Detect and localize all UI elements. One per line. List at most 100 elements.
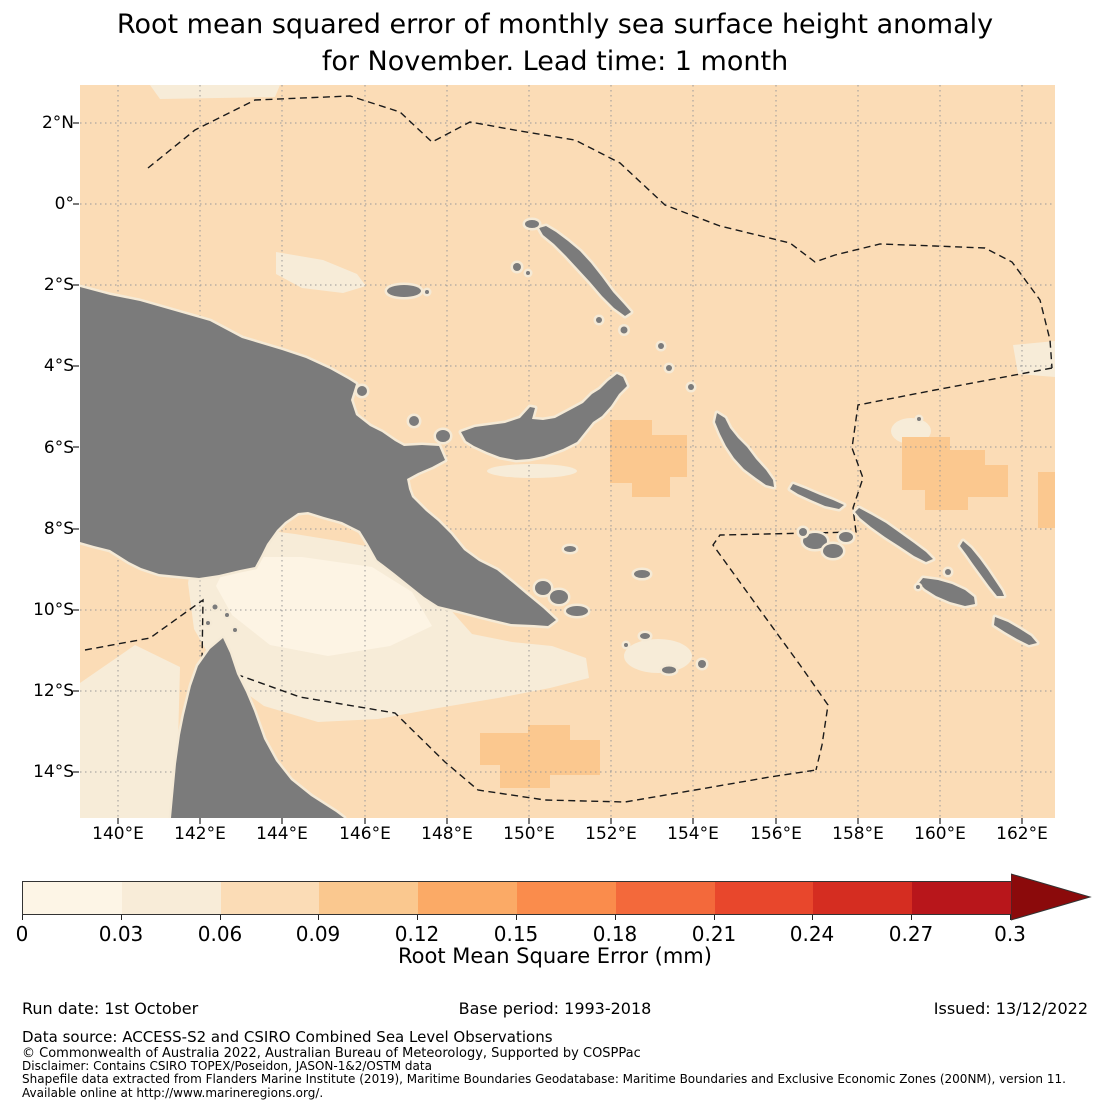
land-island xyxy=(914,414,924,424)
rmse-patch-low xyxy=(80,645,180,818)
eez-boundary-south xyxy=(84,598,817,803)
base-period-text: Base period: 1993-2018 xyxy=(458,999,652,1018)
land-karkar xyxy=(354,383,370,399)
rmse-patch-high xyxy=(610,420,687,497)
land-umboi xyxy=(433,427,453,445)
land-island xyxy=(621,640,631,650)
rmse-patch-low xyxy=(624,639,692,673)
lat-tick-label: 0° xyxy=(54,194,74,214)
lat-tick-label: 14°S xyxy=(33,762,74,782)
land-small-islands xyxy=(203,260,924,635)
land-island xyxy=(796,525,810,539)
rmse-patch-high xyxy=(902,437,1008,510)
lon-tick-label: 146°E xyxy=(339,824,391,844)
colorbar-segment xyxy=(121,882,221,914)
run-date-text: Run date: 1st October xyxy=(22,999,199,1018)
lat-tick-label: 2°S xyxy=(43,275,74,295)
copyright-text: © Commonwealth of Australia 2022, Austra… xyxy=(22,1046,641,1061)
land-island xyxy=(685,381,697,393)
axis-ticks xyxy=(73,122,1023,824)
colorbar xyxy=(22,881,1012,915)
lon-tick-label: 142°E xyxy=(174,824,226,844)
land-new-georgia-group xyxy=(796,525,856,561)
lon-tick-label: 148°E xyxy=(421,824,473,844)
colorbar-segment xyxy=(813,882,913,914)
rmse-patch-low xyxy=(150,85,280,99)
title-line-1: Root mean squared error of monthly sea s… xyxy=(116,9,994,40)
land-island xyxy=(820,541,846,561)
land-new-hanover xyxy=(522,217,542,231)
land-island xyxy=(210,602,220,612)
lat-tick-label: 10°S xyxy=(33,600,74,620)
rmse-patch-low xyxy=(487,464,577,478)
land-trobriand xyxy=(561,543,579,555)
colorbar-tick-label: 0.24 xyxy=(789,922,835,946)
colorbar-tick-label: 0.03 xyxy=(98,922,144,946)
colorbar-tick xyxy=(318,915,319,920)
eez-boundary-east xyxy=(712,367,1053,771)
disclaimer-text: Disclaimer: Contains CSIRO TOPEX/Poseido… xyxy=(22,1059,432,1073)
rmse-patches xyxy=(80,85,1055,818)
shapefile-text: Shapefile data extracted from Flanders M… xyxy=(22,1072,1066,1086)
colorbar-tick xyxy=(417,915,418,920)
land-island xyxy=(695,657,709,671)
land-makira xyxy=(991,614,1040,648)
colorbar-tick xyxy=(615,915,616,920)
land-island xyxy=(422,287,432,297)
land-guadalcanal xyxy=(916,575,978,609)
land-malaita xyxy=(957,538,1007,599)
colorbar-tick xyxy=(22,915,23,920)
land-island xyxy=(800,530,830,552)
figure-title: Root mean squared error of monthly sea s… xyxy=(0,6,1110,80)
colorbar-tick-label: 0.06 xyxy=(197,922,243,946)
lon-tick-label: 154°E xyxy=(667,824,719,844)
lon-tick-label: 140°E xyxy=(92,824,144,844)
colorbar-tick-label: 0.27 xyxy=(888,922,934,946)
rmse-patch-low xyxy=(1013,341,1055,377)
land-island xyxy=(618,324,630,336)
lat-tick-label: 2°N xyxy=(41,113,74,133)
lat-tick-label: 12°S xyxy=(33,681,74,701)
colorbar-arrow-shape xyxy=(1011,873,1092,921)
rmse-patch-high xyxy=(1038,472,1055,528)
colorbar-tick xyxy=(121,915,122,920)
land-new-britain xyxy=(458,371,630,463)
land-island xyxy=(942,566,954,578)
land-new-guinea xyxy=(80,284,559,629)
rmse-patch-lowest xyxy=(216,557,432,656)
lon-tick-label: 162°E xyxy=(996,824,1048,844)
land-island xyxy=(836,529,856,545)
title-line-2: for November. Lead time: 1 month xyxy=(321,46,789,77)
available-online-text: Available online at http://www.marinereg… xyxy=(22,1086,324,1100)
lon-tick-label: 160°E xyxy=(914,824,966,844)
colorbar-segment xyxy=(912,882,1011,914)
lon-tick-label: 150°E xyxy=(503,824,555,844)
land-santa-isabel xyxy=(852,505,936,565)
colorbar-segment xyxy=(220,882,320,914)
land-louisiade-group xyxy=(621,630,709,676)
colorbar-tick-label: 0.12 xyxy=(394,922,440,946)
colorbar-segment xyxy=(319,882,419,914)
data-source-text: Data source: ACCESS-S2 and CSIRO Combine… xyxy=(22,1028,553,1046)
lat-tick-label: 8°S xyxy=(43,519,74,539)
lon-tick-label: 144°E xyxy=(256,824,308,844)
land-island xyxy=(547,587,571,607)
land-new-ireland xyxy=(536,223,634,319)
colorbar-title: Root Mean Square Error (mm) xyxy=(398,944,712,968)
land-island xyxy=(532,578,554,598)
land-island xyxy=(230,625,240,635)
colorbar-tick-label: 0.3 xyxy=(994,922,1026,946)
land-island xyxy=(655,340,667,352)
colorbar-tick xyxy=(516,915,517,920)
colorbar-segment xyxy=(516,882,616,914)
colorbar-segment xyxy=(615,882,715,914)
issued-text: Issued: 13/12/2022 xyxy=(933,999,1088,1018)
colorbar-tick-label: 0.09 xyxy=(295,922,341,946)
land-island xyxy=(510,260,524,274)
lon-tick-label: 152°E xyxy=(585,824,637,844)
land-island xyxy=(637,630,653,642)
colorbar-tick xyxy=(812,915,813,920)
land-island xyxy=(563,603,591,619)
eez-boundary-north xyxy=(147,95,1053,369)
